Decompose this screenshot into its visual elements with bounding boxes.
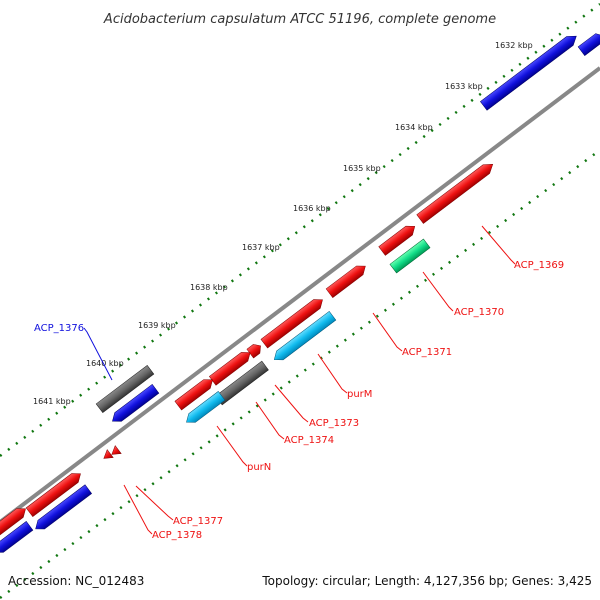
ruler-labels: 1632 kbp 1633 kbp 1634 kbp 1635 kbp 1636… <box>33 41 533 406</box>
ruler-label: 1639 kbp <box>138 321 176 330</box>
gene-label[interactable]: ACP_1377 <box>173 516 223 527</box>
leader-ACP_1373 <box>274 384 309 423</box>
leader-ACP_1370 <box>422 271 454 312</box>
gene-ACP_1374[interactable] <box>174 375 216 411</box>
ruler-label: 1641 kbp <box>33 397 71 406</box>
leader-lines <box>83 225 516 535</box>
map-title: Acidobacterium capsulatum ATCC 51196, co… <box>103 12 496 27</box>
outer-tick-row <box>0 3 600 457</box>
leader-purM <box>317 353 348 394</box>
gene-label[interactable]: ACP_1373 <box>309 418 359 429</box>
leader-purN <box>216 425 248 467</box>
red-feature <box>246 344 261 359</box>
gene-label[interactable]: purM <box>347 389 372 400</box>
gene-label[interactable]: purN <box>247 462 271 473</box>
ruler-label: 1634 kbp <box>395 123 433 132</box>
red-feature <box>0 508 26 540</box>
gene-ACP_1370[interactable] <box>378 222 418 256</box>
gene-label[interactable]: ACP_1370 <box>454 307 504 318</box>
genome-backbone <box>0 66 600 524</box>
ruler-label: 1637 kbp <box>242 243 280 252</box>
gene-labels: ACP_1369 ACP_1370 ACP_1371 purM ACP_1373… <box>34 260 564 541</box>
blue-feature <box>480 35 577 111</box>
leader-ACP_1374 <box>255 401 285 440</box>
accession-text: Accession: NC_012483 <box>8 574 145 588</box>
ruler-label: 1640 kbp <box>86 359 124 368</box>
gene-purM[interactable] <box>260 295 326 349</box>
gene-ACP_1376[interactable] <box>109 384 160 425</box>
gene-ACP_1378[interactable] <box>101 449 114 463</box>
blue-feature <box>577 33 600 56</box>
blue-feature <box>0 521 34 553</box>
topology-text: Topology: circular; Length: 4,127,356 bp… <box>262 574 592 588</box>
gene-label[interactable]: ACP_1374 <box>284 435 334 446</box>
feature-track <box>0 33 600 553</box>
cyan-feature <box>273 310 337 361</box>
leader-ACP_1371 <box>372 312 403 352</box>
gene-label[interactable]: ACP_1371 <box>402 347 452 358</box>
gene-ACP_1377[interactable] <box>109 445 122 459</box>
ruler-label: 1638 kbp <box>190 283 228 292</box>
red-feature <box>25 473 81 518</box>
leader-ACP_1369 <box>481 225 516 265</box>
gene-label[interactable]: ACP_1378 <box>152 530 202 541</box>
inner-tick-row <box>0 148 600 600</box>
gene-label[interactable]: ACP_1369 <box>514 260 564 271</box>
ruler-label: 1636 kbp <box>293 204 331 213</box>
gene-ACP_1373[interactable] <box>208 348 253 386</box>
leader-ACP_1376 <box>83 327 113 381</box>
gene-label[interactable]: ACP_1376 <box>34 323 84 334</box>
ruler-label: 1633 kbp <box>445 82 483 91</box>
leader-ACP_1377 <box>135 485 174 521</box>
gene-purN[interactable] <box>183 391 226 426</box>
blue-feature <box>35 484 93 530</box>
gene-ACP_1369[interactable] <box>416 160 496 224</box>
gene-ACP_1371[interactable] <box>325 262 369 298</box>
ruler-label: 1635 kbp <box>343 164 381 173</box>
green-feature <box>389 238 431 274</box>
leader-ACP_1378 <box>123 484 153 535</box>
gray-feature <box>95 364 155 414</box>
ruler-label: 1632 kbp <box>495 41 533 50</box>
